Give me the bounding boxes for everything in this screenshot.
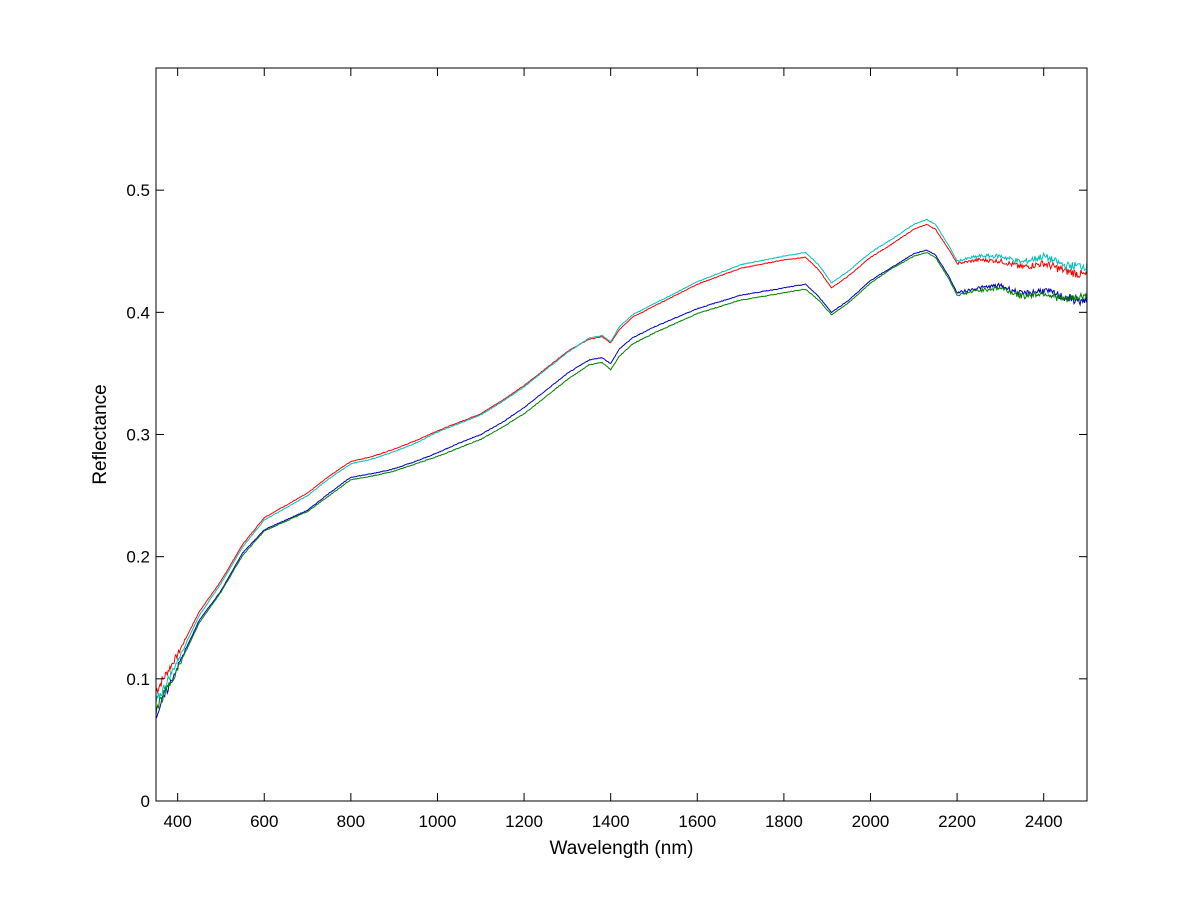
x-tick-label: 2000 — [852, 812, 890, 831]
x-tick-label: 1200 — [505, 812, 543, 831]
x-tick-label: 1600 — [678, 812, 716, 831]
y-tick-label: 0 — [141, 792, 150, 811]
x-tick-label: 1400 — [592, 812, 630, 831]
y-axis-label: Reflectance — [90, 384, 111, 484]
series-line-3 — [155, 249, 1088, 719]
x-tick-label: 1800 — [765, 812, 803, 831]
x-tick-label: 2400 — [1025, 812, 1063, 831]
series-layer — [155, 218, 1088, 719]
x-tick-label: 800 — [337, 812, 365, 831]
y-tick-label: 0.3 — [126, 426, 150, 445]
x-axis-label: Wavelength (nm) — [550, 838, 694, 859]
y-tick-label: 0.4 — [126, 303, 150, 322]
y-tick-label: 0.2 — [126, 548, 150, 567]
series-line-1 — [155, 223, 1088, 695]
x-tick-label: 600 — [250, 812, 278, 831]
series-line-2 — [155, 218, 1088, 703]
x-tick-label: 1000 — [419, 812, 457, 831]
y-tick-label: 0.5 — [126, 181, 150, 200]
x-tick-label: 2200 — [938, 812, 976, 831]
ticks-layer: 400 600 800 1000 1200 1400 1600 1800 2000 2200 240… — [126, 68, 1087, 831]
x-tick-label: 400 — [163, 812, 191, 831]
series-line-4 — [155, 252, 1088, 715]
y-tick-label: 0.1 — [126, 670, 150, 689]
plot-frame — [155, 67, 1088, 802]
